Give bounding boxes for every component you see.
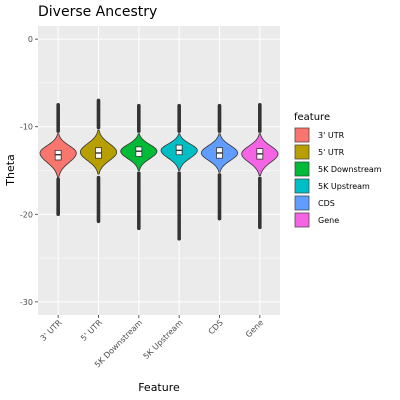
x-tick-label: 3' UTR	[39, 318, 64, 343]
violin-group	[241, 103, 279, 230]
violin-group	[160, 103, 198, 241]
legend-label: 3' UTR	[318, 131, 345, 140]
x-tick-label: Gene	[244, 318, 265, 339]
legend-label: 5' UTR	[318, 148, 345, 157]
legend-label: CDS	[318, 199, 335, 208]
legend-swatch	[294, 144, 310, 160]
y-tick-label: -20	[20, 210, 33, 219]
outlier-point	[56, 177, 60, 182]
outlier-point	[96, 98, 101, 103]
y-tick-label: -30	[20, 298, 33, 307]
chart-title: Diverse Ancestry	[38, 4, 157, 20]
violins	[39, 98, 279, 241]
outlier-point	[137, 103, 141, 108]
x-tick-label: 5K Upstream	[142, 318, 185, 361]
legend-title: feature	[294, 112, 330, 123]
outlier-point	[258, 176, 262, 181]
outlier-point	[217, 173, 222, 177]
legend-label: Gene	[318, 216, 339, 225]
y-axis-title: Theta	[4, 154, 17, 187]
legend: feature 3' UTR 5' UTR 5K Downstream 5K Upst…	[294, 112, 382, 228]
outlier-point	[258, 103, 262, 107]
violin-group	[200, 103, 239, 221]
y-tick-label: 0	[28, 35, 33, 44]
legend-label: 5K Downstream	[318, 165, 382, 174]
outlier-point	[177, 103, 181, 108]
y-tick-label: -10	[20, 123, 33, 132]
outlier-point	[217, 103, 222, 108]
violin-group	[39, 103, 77, 217]
x-tick-label: 5' UTR	[79, 318, 104, 343]
legend-swatch	[294, 127, 310, 143]
y-axis: 0 -10 -20 -30	[20, 35, 38, 307]
x-tick-label: CDS	[207, 318, 225, 336]
legend-swatch	[294, 195, 310, 211]
outlier-point	[137, 171, 141, 175]
legend-swatch	[294, 178, 310, 194]
outlier-point	[96, 175, 101, 180]
outlier-point	[177, 171, 181, 175]
outlier-point	[56, 103, 60, 107]
violin-group	[79, 98, 118, 224]
x-axis-title: Feature	[138, 381, 180, 394]
legend-label: 5K Upstream	[318, 182, 370, 191]
legend-swatch	[294, 161, 310, 177]
legend-swatch	[294, 212, 310, 228]
violin-group	[120, 103, 158, 231]
